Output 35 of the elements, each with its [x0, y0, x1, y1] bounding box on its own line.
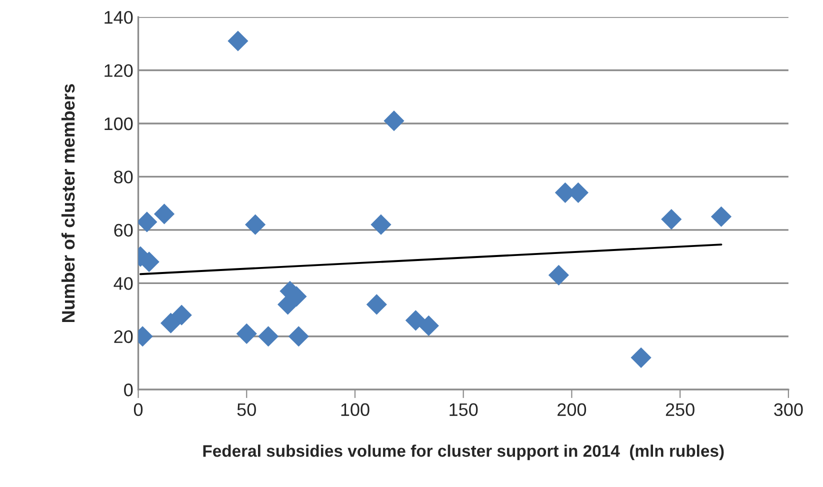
x-tick-label: 0	[134, 403, 143, 416]
point	[418, 315, 439, 336]
point	[366, 294, 387, 315]
point	[171, 304, 192, 326]
y-tick-label: 140	[104, 10, 133, 24]
x-tick-label: 150	[450, 403, 478, 416]
point	[630, 347, 652, 368]
x-tick-label: 50	[237, 403, 256, 416]
x-axis-title: Federal subsidies volume for cluster support in 2014 (mln rubles)	[203, 444, 724, 460]
x-tick-label: 200	[558, 403, 586, 416]
point	[228, 30, 248, 52]
y-tick-label: 40	[114, 277, 133, 290]
point	[154, 204, 175, 224]
y-tick-label: 20	[114, 330, 133, 344]
point	[236, 323, 257, 344]
y-tick-label: 80	[114, 170, 133, 184]
y-tick-label: 120	[104, 64, 133, 77]
y-tick-label: 0	[124, 384, 133, 396]
x-tick-label: 250	[666, 403, 694, 416]
point	[138, 212, 158, 232]
point	[710, 206, 732, 227]
point	[384, 110, 404, 132]
y-axis-title: Number of cluster members	[61, 84, 75, 322]
point	[548, 264, 570, 286]
x-tick-label: 100	[341, 403, 370, 416]
point	[370, 214, 392, 235]
point	[288, 326, 309, 347]
x-tick-label: 300	[774, 403, 803, 416]
point	[244, 214, 266, 235]
point	[160, 312, 182, 334]
y-tick-label: 100	[104, 117, 133, 130]
y-tick-label: 60	[114, 224, 133, 237]
point	[661, 208, 682, 230]
point	[405, 310, 426, 331]
point	[258, 326, 279, 347]
